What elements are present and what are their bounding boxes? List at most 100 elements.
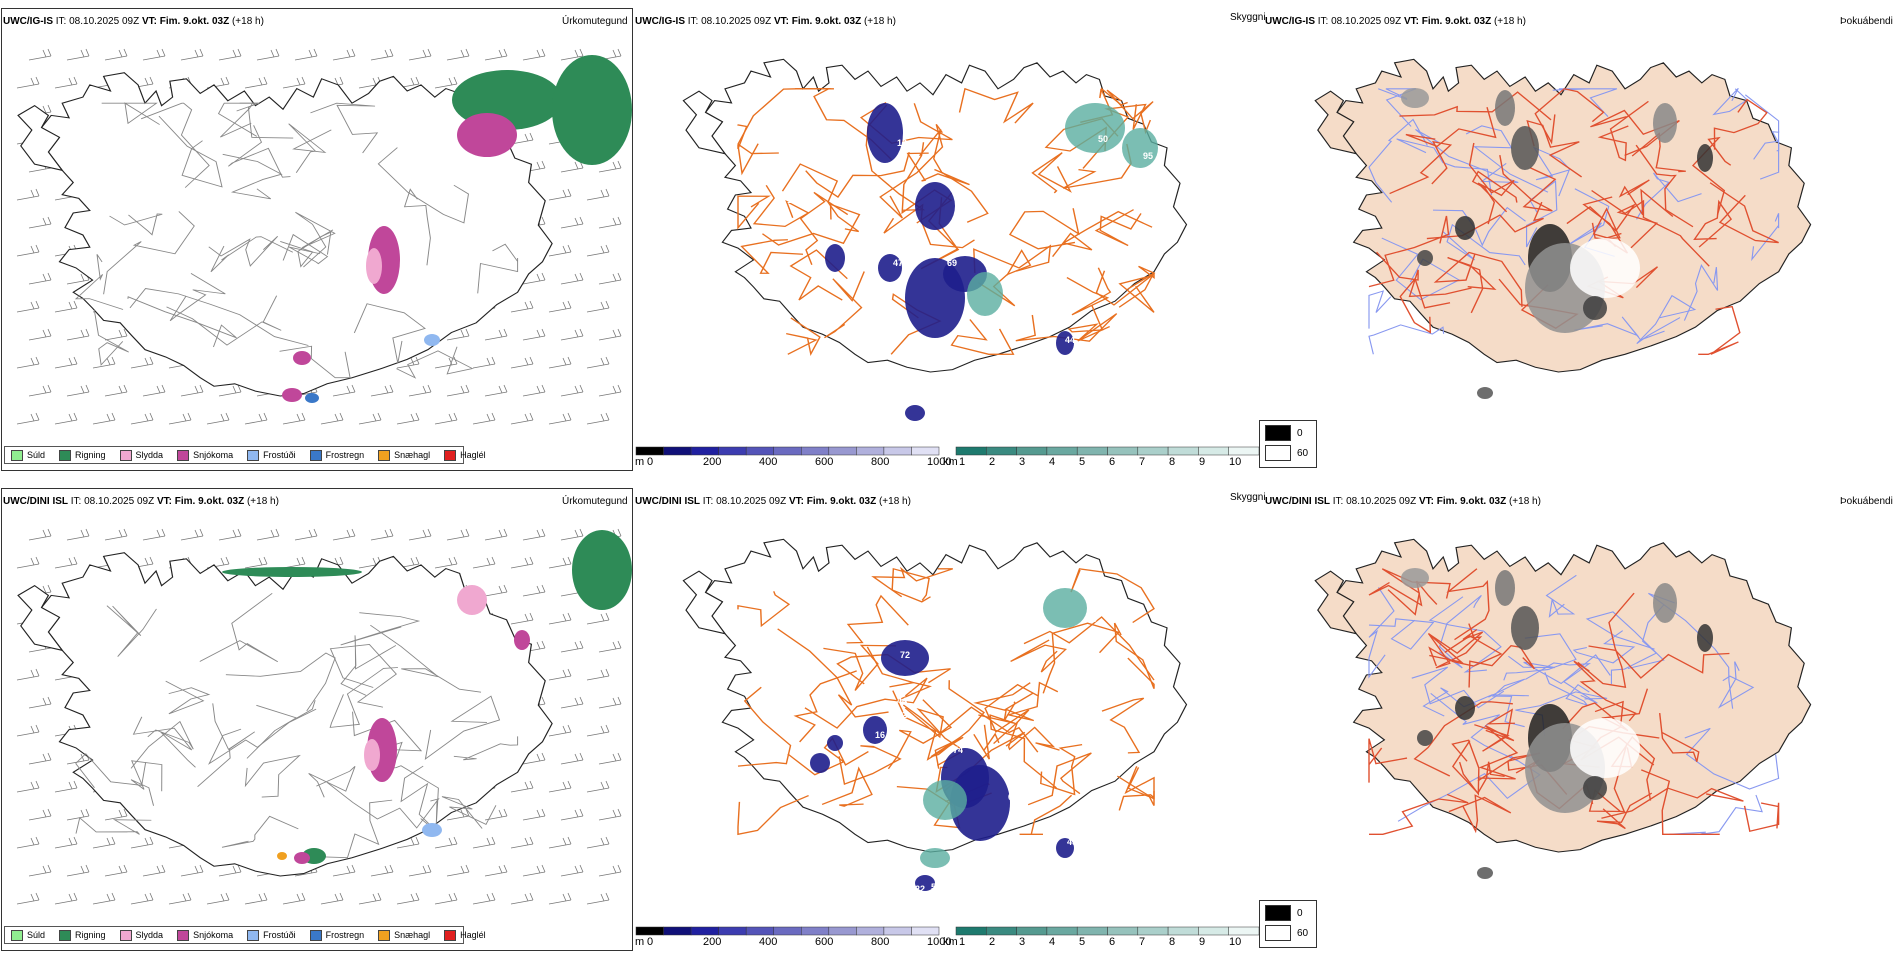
colorbar-segment: [745, 446, 774, 456]
panel-variable-title: Skyggni: [1230, 12, 1266, 23]
visibility-tick: 7: [1139, 936, 1146, 948]
precip-type-panel: UWC/IG-IS IT: 08.10.2025 09Z VT: Fim. 9.…: [0, 8, 635, 478]
legend-swatch: [119, 449, 132, 461]
colorbar-segment: [1198, 446, 1229, 456]
lead-time: (+18 h): [1491, 16, 1526, 27]
colorbar-segment: [801, 926, 830, 936]
legend-swatch: [11, 929, 23, 941]
valid-time: VT: Fim. 9.okt. 03Z: [773, 16, 862, 27]
legend-item: Rigning: [59, 449, 106, 461]
fog-indicator-panel: UWC/IG-IS IT: 08.10.2025 09Z VT: Fim. 9.…: [1259, 8, 1900, 478]
legend-label: Rigning: [75, 450, 106, 460]
row-ig-is: UWC/IG-IS IT: 08.10.2025 09Z VT: Fim. 9.…: [0, 8, 1900, 478]
fog-legend-value: 0: [1297, 427, 1303, 439]
fog-legend-item: 60: [1265, 925, 1311, 941]
init-time: IT: 08.10.2025 09Z: [1315, 16, 1404, 27]
colorbar-segment: [955, 446, 987, 456]
legend-item: Haglél: [444, 929, 486, 941]
ceiling-value-label: 60: [1017, 272, 1027, 282]
fog-legend-swatch: [1265, 905, 1291, 921]
legend-label: Slydda: [135, 450, 164, 460]
colorbar-segment: [1228, 446, 1260, 456]
legend-item: Snæhagl: [378, 449, 430, 461]
ceiling-value-label: 44: [1065, 335, 1075, 345]
model-name: UWC/DINI ISL: [635, 496, 700, 507]
colorbar-segment: [828, 926, 857, 936]
visibility-panel: UWC/IG-IS IT: 08.10.2025 09Z VT: Fim. 9.…: [635, 8, 1266, 478]
colorbar-segment: [1016, 926, 1048, 936]
valid-time: VT: Fim. 9.okt. 03Z: [1418, 496, 1507, 507]
init-time: IT: 08.10.2025 09Z: [685, 16, 774, 27]
colorbar-segment: [663, 446, 692, 456]
fog-legend-swatch: [1265, 445, 1291, 461]
ceiling-value-label: 69: [947, 258, 957, 268]
ceiling-value-label: 22: [915, 884, 925, 894]
legend-label: Frostúði: [263, 450, 296, 460]
ceiling-tick: 800: [871, 456, 890, 468]
ceiling-tick: 600: [815, 936, 834, 948]
panel-variable-title: Úrkomutegund: [562, 496, 628, 507]
precip-areas: [282, 55, 632, 403]
visibility-tick: 2: [989, 936, 996, 948]
fog-legend-swatch: [1265, 925, 1291, 941]
ceiling-value-label: 72: [900, 650, 910, 660]
legend-swatch: [309, 929, 322, 941]
legend-item: Haglél: [444, 449, 486, 461]
ceiling-tick: 800: [871, 936, 890, 948]
colorbar-segment: [1107, 446, 1139, 456]
valid-time: VT: Fim. 9.okt. 03Z: [141, 16, 230, 27]
legend-item: Slydda: [119, 449, 164, 461]
model-name: UWC/IG-IS: [3, 16, 53, 27]
legend-item: Snjókoma: [177, 449, 233, 461]
visibility-tick: 1: [959, 936, 966, 948]
precip-type-map: [16, 528, 632, 905]
legend-swatch: [378, 449, 391, 461]
visibility-tick: 4: [1049, 456, 1056, 468]
ceiling-value-label: 74: [953, 745, 963, 755]
ceiling-value-label: 56: [931, 882, 941, 892]
legend-label: Haglél: [460, 930, 486, 940]
colorbar-segment: [955, 926, 987, 936]
visibility-ceiling-map: 12 65 60 69 64 89 59 47 50 95 12 44: [682, 58, 1188, 421]
valid-time: VT: Fim. 9.okt. 03Z: [156, 496, 245, 507]
legend-label: Frostregn: [325, 450, 365, 460]
ceiling-value-label: 12: [787, 195, 797, 205]
colorbar-segment: [663, 926, 692, 936]
legend-item: Snjókoma: [177, 929, 233, 941]
ceiling-unit: m: [635, 456, 645, 468]
legend-label: Súld: [27, 450, 46, 460]
colorbar-segment: [1167, 926, 1199, 936]
init-time: IT: 08.10.2025 09Z: [68, 496, 157, 507]
ceiling-value-label: 50: [1098, 134, 1108, 144]
ceiling-tick: 1000: [927, 936, 952, 948]
colorbar-segment: [883, 446, 912, 456]
legend-label: Frostregn: [325, 930, 365, 940]
ceiling-value-label: 74: [993, 752, 1003, 762]
valid-time: VT: Fim. 9.okt. 03Z: [1403, 16, 1492, 27]
visibility-tick: 2: [989, 456, 996, 468]
panel-title: UWC/DINI ISL IT: 08.10.2025 09Z VT: Fim.…: [1265, 496, 1541, 507]
precip-type-legend: Súld Rigning Slydda Snjókoma Frostúði Frostre…: [4, 926, 486, 944]
visibility-tick: 3: [1019, 936, 1026, 948]
ceiling-value-label: 12: [897, 138, 907, 148]
init-time: IT: 08.10.2025 09Z: [1330, 496, 1419, 507]
ceiling-colorbar: [635, 446, 940, 456]
legend-item: Frostregn: [309, 449, 365, 461]
panel-variable-title: Skyggni: [1230, 492, 1266, 503]
legend-swatch: [119, 929, 132, 941]
visibility-unit: km: [943, 456, 958, 468]
colorbar-segment: [911, 446, 940, 456]
fog-indicator-map: [1314, 538, 1812, 879]
visibility-unit: km: [943, 936, 958, 948]
colorbar-segment: [1137, 446, 1169, 456]
model-name: UWC/DINI ISL: [3, 496, 68, 507]
colorbar-segment: [801, 446, 830, 456]
panel-title: UWC/IG-IS IT: 08.10.2025 09Z VT: Fim. 9.…: [635, 16, 896, 27]
colorbar-segment: [911, 926, 940, 936]
colorbar-segment: [1076, 926, 1108, 936]
lead-time: (+18 h): [244, 496, 279, 507]
colorbar-segment: [1137, 926, 1169, 936]
ceiling-value-label: 16: [875, 730, 885, 740]
row-dini-isl: UWC/DINI ISL IT: 08.10.2025 09Z VT: Fim.…: [0, 488, 1900, 958]
ceiling-value-label: 65: [1033, 115, 1043, 125]
